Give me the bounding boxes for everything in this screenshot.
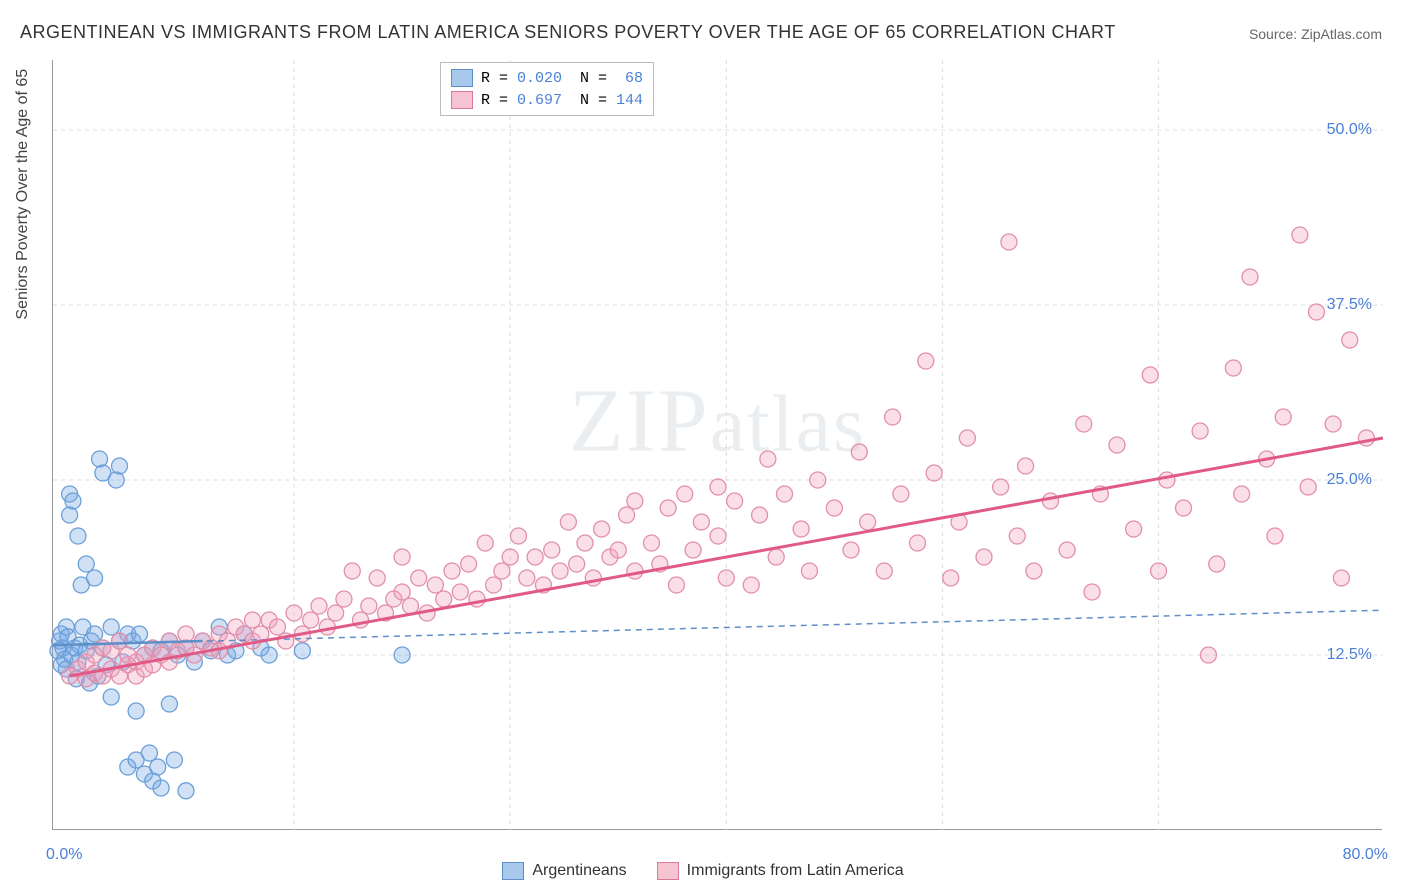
- y-tick-2: 37.5%: [1327, 296, 1372, 314]
- legend-row-1: R = 0.697 N = 144: [451, 89, 643, 111]
- y-axis-title: Seniors Poverty Over the Age of 65: [14, 69, 32, 320]
- swatch-series-1: [451, 91, 473, 109]
- legend-r-1: R = 0.697 N = 144: [481, 92, 643, 109]
- scatter-plot-svg: [53, 60, 1383, 830]
- y-tick-3: 50.0%: [1327, 121, 1372, 139]
- source-label: Source: ZipAtlas.com: [1249, 26, 1382, 42]
- x-tick-1: 80.0%: [1343, 846, 1388, 864]
- chart-title: ARGENTINEAN VS IMMIGRANTS FROM LATIN AME…: [20, 22, 1116, 43]
- swatch-bottom-0: [502, 862, 524, 880]
- swatch-bottom-1: [657, 862, 679, 880]
- legend-item-0: Argentineans: [502, 862, 626, 880]
- x-tick-0: 0.0%: [46, 846, 82, 864]
- y-tick-0: 12.5%: [1327, 646, 1372, 664]
- legend-label-0: Argentineans: [532, 862, 626, 880]
- legend-item-1: Immigrants from Latin America: [657, 862, 904, 880]
- legend-r-0: R = 0.020 N = 68: [481, 70, 643, 87]
- legend-label-1: Immigrants from Latin America: [687, 862, 904, 880]
- legend-row-0: R = 0.020 N = 68: [451, 67, 643, 89]
- series-legend: Argentineans Immigrants from Latin Ameri…: [0, 862, 1406, 880]
- y-tick-1: 25.0%: [1327, 471, 1372, 489]
- swatch-series-0: [451, 69, 473, 87]
- correlation-legend: R = 0.020 N = 68 R = 0.697 N = 144: [440, 62, 654, 116]
- plot-area: ZIPatlas 12.5%25.0%37.5%50.0%: [52, 60, 1382, 830]
